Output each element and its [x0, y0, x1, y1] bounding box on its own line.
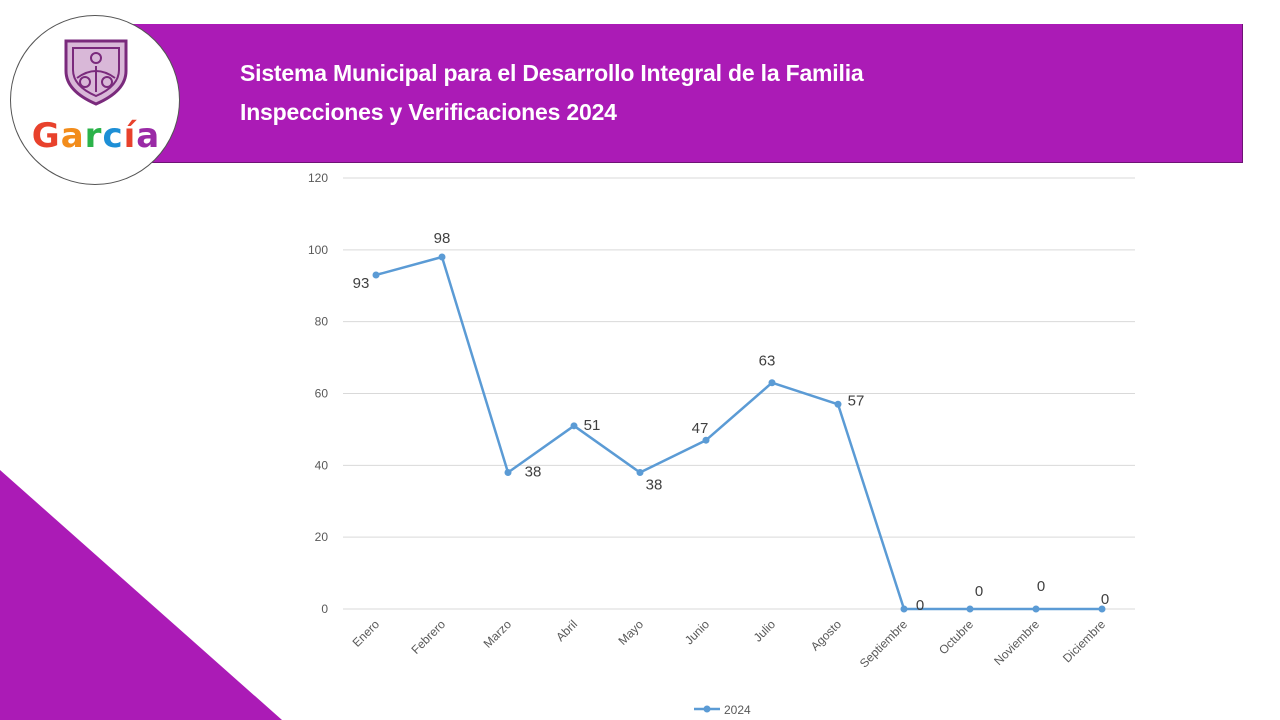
x-tick-label: Noviembre	[991, 617, 1042, 668]
header-banner	[110, 24, 1243, 163]
data-point	[768, 379, 776, 387]
x-tick-label: Agosto	[808, 617, 845, 654]
y-tick-label: 120	[308, 171, 328, 185]
data-label: 0	[1037, 578, 1045, 595]
data-label: 0	[1101, 591, 1109, 608]
y-tick-label: 0	[321, 602, 328, 616]
logo-wordmark: García	[11, 116, 181, 156]
y-tick-label: 40	[315, 458, 329, 472]
data-point	[966, 605, 974, 613]
logo-letter: a	[60, 116, 85, 156]
logo-letter: G	[31, 116, 61, 156]
data-label: 0	[975, 583, 983, 600]
data-point	[702, 436, 710, 444]
data-label: 57	[848, 392, 865, 409]
data-label: 38	[525, 464, 542, 481]
y-tick-label: 60	[315, 387, 329, 401]
data-point	[900, 605, 908, 613]
legend-label: 2024	[724, 703, 751, 717]
legend-marker	[703, 705, 711, 713]
data-point	[1098, 605, 1106, 613]
data-label: 93	[353, 275, 370, 292]
x-tick-label: Septiembre	[857, 617, 911, 671]
data-point	[438, 253, 446, 261]
header-title-line2: Inspecciones y Verificaciones 2024	[240, 99, 617, 125]
x-tick-label: Abril	[553, 617, 580, 644]
data-label: 51	[584, 417, 601, 434]
data-point	[372, 271, 380, 279]
x-tick-label: Febrero	[409, 617, 449, 657]
decorative-corner-triangle	[0, 470, 282, 720]
shield-crest-icon	[64, 39, 128, 106]
data-label: 47	[692, 420, 709, 437]
x-tick-label: Diciembre	[1060, 617, 1108, 665]
logo-letter: a	[136, 116, 161, 156]
logo-letter: í	[123, 116, 137, 156]
y-tick-label: 80	[315, 315, 329, 329]
logo: García	[10, 15, 180, 185]
header-title-line1: Sistema Municipal para el Desarrollo Int…	[240, 60, 864, 86]
data-point	[834, 400, 842, 408]
y-tick-label: 100	[308, 243, 328, 257]
data-label: 38	[646, 477, 663, 494]
x-tick-label: Julio	[751, 617, 779, 645]
data-label: 98	[434, 230, 451, 247]
data-label: 63	[759, 353, 776, 370]
data-point	[1032, 605, 1040, 613]
x-tick-label: Mayo	[615, 617, 646, 648]
data-label: 0	[916, 597, 924, 614]
y-tick-label: 20	[315, 530, 329, 544]
series-line-2024	[375, 255, 1102, 611]
data-point	[636, 469, 644, 477]
data-point	[570, 422, 578, 430]
x-tick-label: Enero	[350, 617, 383, 650]
logo-letter: r	[84, 116, 103, 156]
x-tick-label: Junio	[682, 617, 712, 647]
x-tick-label: Marzo	[481, 617, 515, 651]
x-tick-label: Octubre	[936, 617, 976, 657]
logo-letter: c	[102, 116, 124, 156]
data-point	[504, 469, 512, 477]
